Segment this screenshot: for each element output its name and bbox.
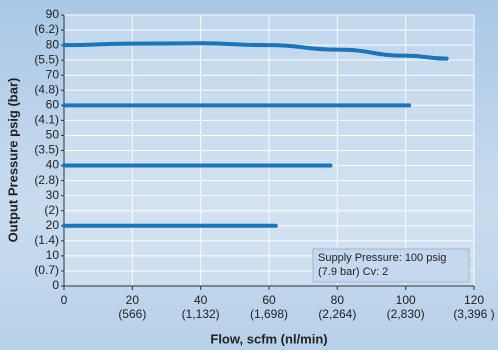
y-tick-label: 10 [46,248,60,262]
x-tick-sublabel: (3,396 ) [453,307,494,321]
y-tick-label: 20 [46,218,60,232]
y-tick-label: 30 [46,188,60,202]
y-tick-label: 70 [46,67,60,81]
y-tick-label: 0 [52,278,59,292]
x-tick-label: 120 [464,293,484,307]
y-tick-label: 90 [46,7,60,21]
x-tick-label: 20 [126,293,140,307]
y-tick-label: 50 [46,128,60,142]
y-tick-label: (2.8) [34,173,59,187]
x-axis-label: Flow, scfm (nl/min) [210,331,327,346]
y-tick-label: 60 [46,98,60,112]
x-tick-sublabel: (2,830) [387,307,425,321]
x-tick-label: 100 [396,293,416,307]
y-tick-label: (3.5) [34,143,59,157]
x-tick-label: 60 [262,293,276,307]
y-tick-label: (6.2) [34,22,59,36]
annotation-box [312,248,470,283]
annotation: (7.9 bar) Cv: 2 [318,266,388,278]
data-line [62,41,449,61]
y-tick-label: 40 [46,158,60,172]
x-tick-sublabel: (566) [118,307,146,321]
y-tick-label: (1.4) [34,233,59,247]
x-tick-label: 40 [194,293,208,307]
y-tick-label: (5.5) [34,52,59,66]
annotation: Supply Pressure: 100 psig [318,252,446,264]
y-axis-label: Output Pressure psig (bar) [5,78,20,243]
x-tick-label: 80 [331,293,345,307]
x-tick-sublabel: (1,698) [250,307,288,321]
y-tick-label: 80 [46,37,60,51]
x-tick-sublabel: (1,132) [182,307,220,321]
y-tick-label: (4.1) [34,113,59,127]
x-tick-label: 0 [61,293,68,307]
y-tick-label: (2) [44,203,59,217]
x-tick-sublabel: (2,264) [318,307,356,321]
y-tick-label: (4.8) [34,82,59,96]
y-tick-label: (0.7) [34,263,59,277]
